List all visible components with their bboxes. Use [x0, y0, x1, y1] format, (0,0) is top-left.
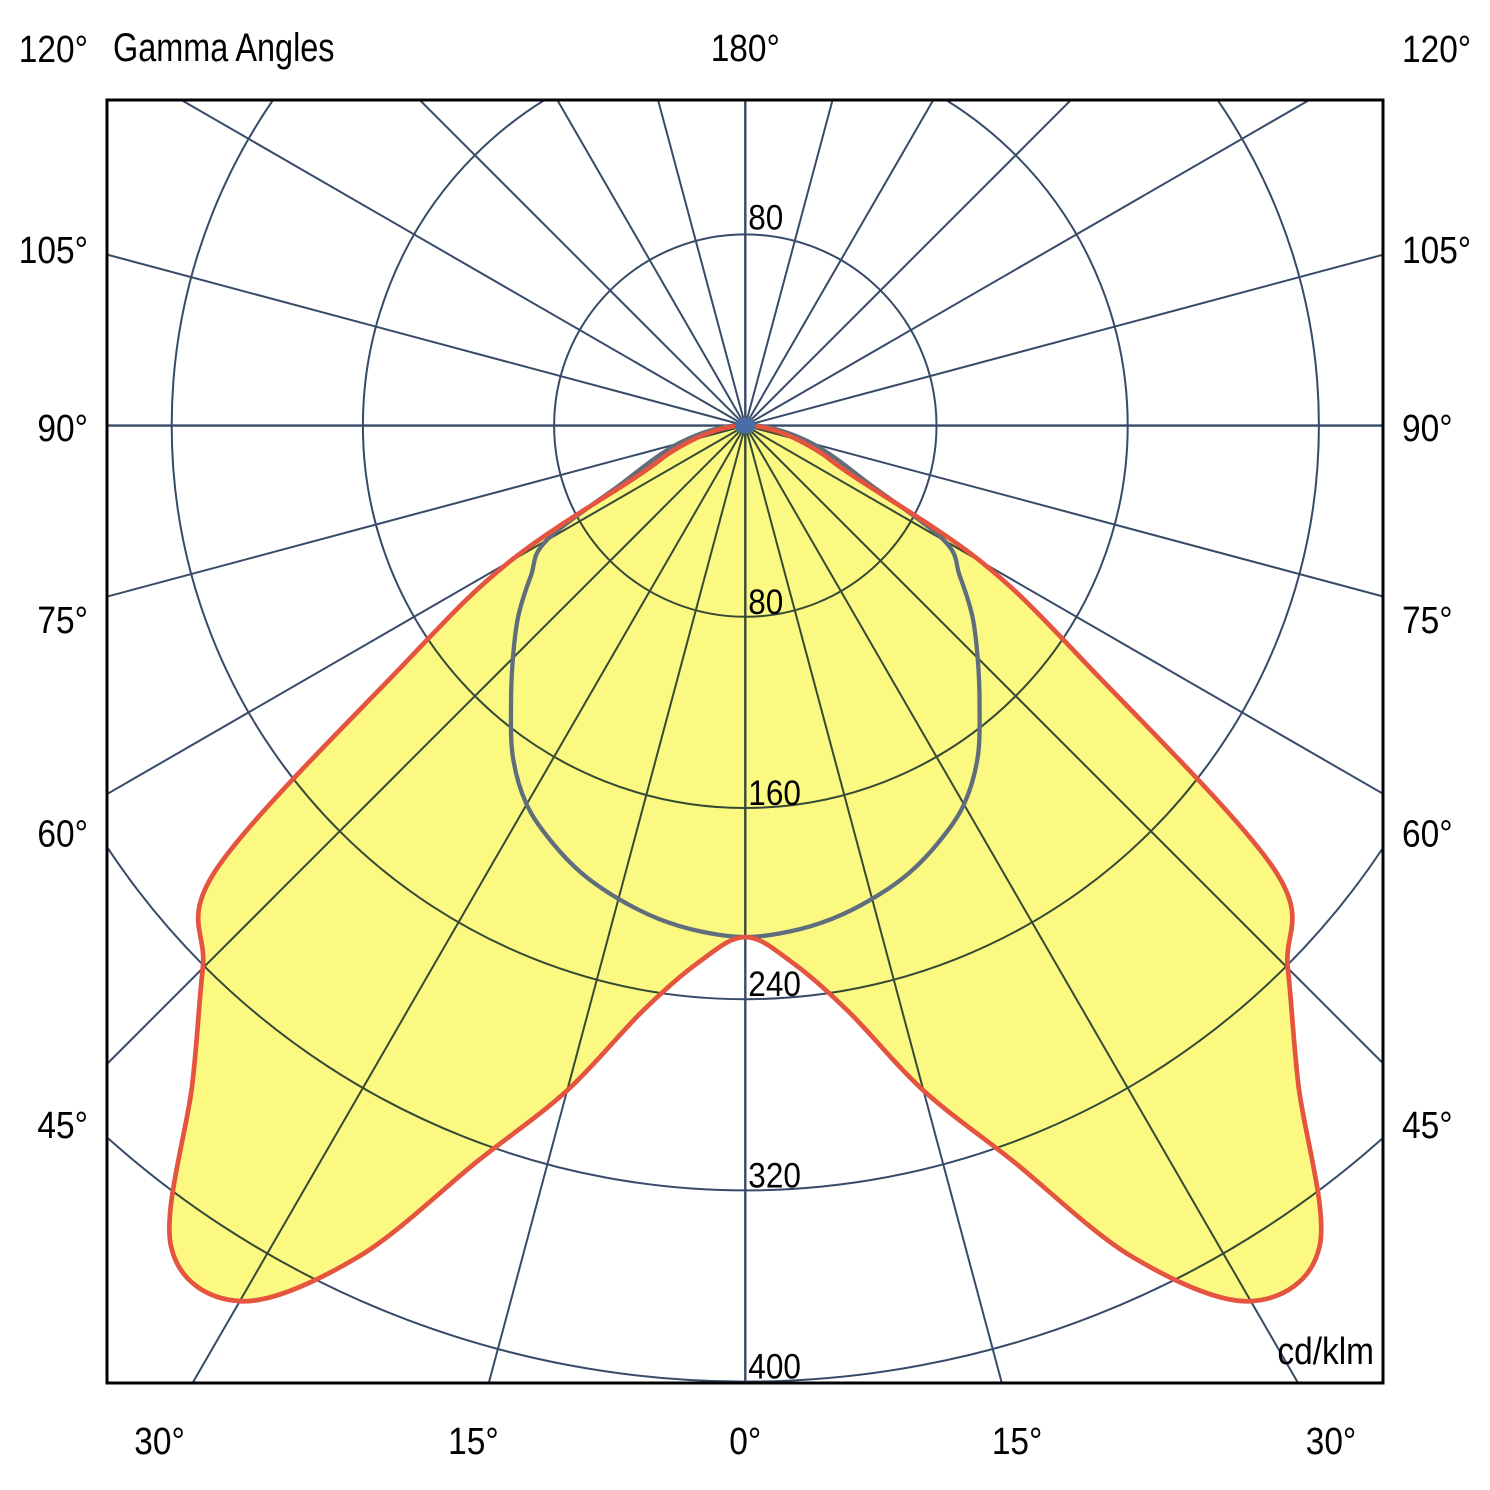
ring-label-above-80: 80 [748, 198, 783, 237]
angle-label-bottom-0°-2: 0° [729, 1421, 761, 1463]
angle-label-bottom-30°-4: 30° [1306, 1421, 1357, 1463]
angle-label-left-45: 45° [37, 1105, 88, 1147]
ring-label-160: 160 [748, 774, 801, 813]
center-marker-dot [734, 417, 756, 434]
radial-ray-225 [418, 100, 747, 427]
angle-label-bottom-30°-0: 30° [134, 1421, 185, 1463]
ring-label-80: 80 [748, 583, 783, 622]
angle-label-bottom-15°-1: 15° [448, 1421, 499, 1463]
intensity-curve-layer [166, 423, 1324, 1304]
angle-label-right-90: 90° [1402, 408, 1453, 450]
angle-label-left-120: 120° [19, 29, 88, 71]
ring-label-240: 240 [748, 965, 801, 1004]
intensity-fill [169, 425, 1322, 1302]
radial-ray-105 [745, 253, 1383, 427]
plot-border [105, 98, 1385, 1385]
radial-ray-240 [179, 100, 746, 427]
radial-ray-285 [107, 424, 746, 598]
ring-circle-320 [107, 844, 1383, 1192]
angle-label-right-120: 120° [1402, 29, 1471, 71]
chart-title: Gamma Angles [113, 26, 335, 70]
units-label: cd/klm [1277, 1331, 1374, 1373]
radial-ray-255 [107, 253, 746, 427]
angle-label-left-90: 90° [37, 408, 88, 450]
ring-circle-240 [170, 100, 1320, 1001]
label-layer: Gamma Angles cd/klm 180° 80 80 160 240 320 40… [19, 26, 1471, 1463]
radial-ray-300 [107, 424, 746, 796]
angle-label-right-105: 105° [1402, 230, 1471, 272]
radial-ray-60 [744, 424, 1383, 795]
radial-ray-120 [744, 100, 1312, 427]
angle-label-right-60: 60° [1402, 813, 1453, 855]
radial-ray-135 [744, 100, 1073, 427]
radial-ray-195 [657, 100, 747, 426]
angle-label-left-75: 75° [37, 600, 88, 642]
angle-label-bottom-15°-3: 15° [992, 1421, 1043, 1463]
ring-label-320: 320 [748, 1156, 801, 1195]
radial-ray-210 [556, 100, 747, 427]
ring-label-400: 400 [748, 1348, 801, 1387]
radial-ray-75 [745, 424, 1383, 598]
angle-label-right-75: 75° [1402, 600, 1453, 642]
angle-label-right-45: 45° [1402, 1105, 1453, 1147]
intensity-curve-c0-c180 [166, 423, 1324, 1304]
angle-label-left-60: 60° [37, 813, 88, 855]
radial-ray-150 [744, 100, 935, 427]
angle-label-180: 180° [711, 28, 780, 70]
radial-ray-165 [744, 100, 834, 426]
angle-label-left-105: 105° [19, 230, 88, 272]
